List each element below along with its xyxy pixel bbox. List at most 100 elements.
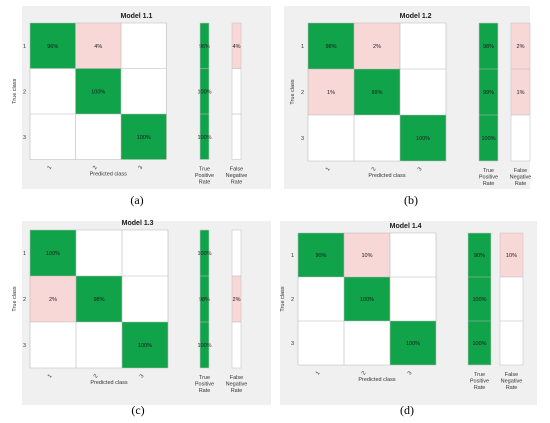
x-tick-label: 2 bbox=[371, 166, 378, 172]
tpr-cell bbox=[479, 69, 498, 115]
y-tick-label: 1 bbox=[291, 253, 294, 259]
matrix-cell bbox=[298, 321, 344, 365]
y-tick-label: 2 bbox=[23, 297, 26, 303]
x-tick-label: 3 bbox=[417, 166, 424, 172]
fnr-value-label: 2% bbox=[233, 297, 241, 303]
y-tick-label: 3 bbox=[291, 341, 294, 347]
matrix-cell bbox=[344, 233, 390, 277]
matrix-cell bbox=[76, 230, 122, 276]
x-tick-label: 1 bbox=[47, 165, 54, 171]
x-tick-label: 2 bbox=[361, 370, 368, 376]
y-axis-label: True class bbox=[290, 79, 296, 104]
matrix-cell bbox=[30, 68, 76, 114]
matrix-cell bbox=[308, 115, 354, 161]
matrix-cell bbox=[30, 276, 76, 322]
matrix-cell bbox=[75, 114, 121, 160]
x-tick-label: 3 bbox=[407, 370, 414, 376]
summary-column-outline bbox=[510, 22, 531, 162]
summary-column-label: True Positive Rate bbox=[479, 168, 498, 187]
tpr-value-label: 100% bbox=[197, 89, 211, 95]
tpr-cell bbox=[479, 23, 498, 69]
fnr-cell bbox=[500, 321, 523, 365]
fnr-cell bbox=[232, 322, 241, 368]
cell-value-label: 2% bbox=[49, 297, 57, 303]
matrix-cell bbox=[298, 233, 344, 277]
x-tick-label: 1 bbox=[325, 166, 332, 172]
panel-caption: (a) bbox=[130, 193, 143, 207]
matrix-cell bbox=[354, 23, 400, 69]
tpr-cell bbox=[200, 23, 209, 69]
fnr-value-label: 4% bbox=[233, 44, 241, 50]
matrix-cell bbox=[390, 321, 436, 365]
cell-value-label: 98% bbox=[93, 297, 104, 303]
panel-caption: (b) bbox=[404, 193, 418, 207]
matrix-cell bbox=[308, 69, 354, 115]
fnr-cell bbox=[500, 277, 523, 321]
chart-title: Model 1.2 bbox=[400, 13, 432, 20]
cell-value-label: 2% bbox=[373, 44, 381, 50]
matrix-cell bbox=[121, 68, 167, 114]
tpr-value-label: 100% bbox=[197, 135, 211, 141]
cell-value-label: 96% bbox=[47, 44, 58, 50]
chart-title: Model 1.3 bbox=[122, 220, 154, 227]
fnr-value-label: 1% bbox=[517, 90, 525, 96]
confusion-matrix-panel: Model 1.4 90% 10% 100% 100% 1 2 3 True class 1 2 3 P… bbox=[280, 221, 537, 405]
matrix-cell bbox=[400, 23, 446, 69]
chart-title: Model 1.4 bbox=[390, 223, 422, 230]
fnr-cell bbox=[232, 23, 241, 69]
tpr-value-label: 100% bbox=[472, 341, 486, 347]
summary-column-outline bbox=[231, 22, 242, 160]
cell-value-label: 90% bbox=[315, 253, 326, 259]
x-axis-label: Predicted class bbox=[90, 380, 128, 386]
x-tick-label: 1 bbox=[47, 373, 54, 379]
x-tick-label: 2 bbox=[93, 373, 100, 379]
x-axis-label: Predicted class bbox=[90, 172, 128, 178]
cell-value-label: 100% bbox=[137, 135, 151, 141]
matrix-cell bbox=[30, 230, 76, 276]
matrix-cell bbox=[76, 322, 122, 368]
x-tick-label: 2 bbox=[92, 165, 99, 171]
matrix-cell bbox=[30, 322, 76, 368]
fnr-cell bbox=[500, 233, 523, 277]
x-tick-label: 3 bbox=[139, 373, 146, 379]
matrix-cell bbox=[121, 23, 167, 69]
matrix-cell bbox=[344, 277, 390, 321]
fnr-cell bbox=[232, 230, 241, 276]
summary-column-outline bbox=[199, 229, 210, 369]
cell-value-label: 100% bbox=[360, 297, 374, 303]
matrix-cell bbox=[75, 68, 121, 114]
tpr-cell bbox=[200, 322, 209, 368]
matrix-cell bbox=[308, 23, 354, 69]
y-tick-label: 3 bbox=[23, 343, 26, 349]
matrix-cell bbox=[390, 233, 436, 277]
matrix-cell bbox=[344, 321, 390, 365]
matrix-cell bbox=[400, 69, 446, 115]
x-tick-label: 1 bbox=[315, 370, 322, 376]
tpr-cell bbox=[468, 321, 491, 365]
y-tick-label: 2 bbox=[291, 297, 294, 303]
y-tick-label: 2 bbox=[301, 90, 304, 96]
cell-value-label: 100% bbox=[91, 89, 105, 95]
tpr-cell bbox=[200, 230, 209, 276]
matrix-cell bbox=[298, 277, 344, 321]
matrix-cell bbox=[400, 115, 446, 161]
matrix-cell bbox=[354, 115, 400, 161]
confusion-matrix-panel: Model 1.1 96% 4% 100% 100% 1 2 3 True class 1 2 3 Pr… bbox=[12, 6, 271, 189]
cell-value-label: 1% bbox=[327, 90, 335, 96]
fnr-cell bbox=[511, 23, 530, 69]
fnr-cell bbox=[511, 69, 530, 115]
y-axis-label: True class bbox=[12, 78, 18, 103]
summary-column-label: True Positive Rate bbox=[470, 372, 489, 391]
y-tick-label: 3 bbox=[301, 136, 304, 142]
confusion-matrix-panel: Model 1.3 100% 2% 98% 100% 1 2 3 True class 1 2 3 Pr… bbox=[12, 220, 271, 405]
tpr-value-label: 96% bbox=[199, 44, 210, 50]
tpr-value-label: 98% bbox=[199, 297, 210, 303]
cell-value-label: 4% bbox=[94, 44, 102, 50]
fnr-cell bbox=[511, 115, 530, 161]
summary-column-outline bbox=[199, 22, 210, 160]
matrix-cell bbox=[354, 69, 400, 115]
matrix-cell bbox=[76, 276, 122, 322]
x-tick-label: 3 bbox=[138, 165, 145, 171]
y-tick-label: 1 bbox=[23, 44, 26, 50]
